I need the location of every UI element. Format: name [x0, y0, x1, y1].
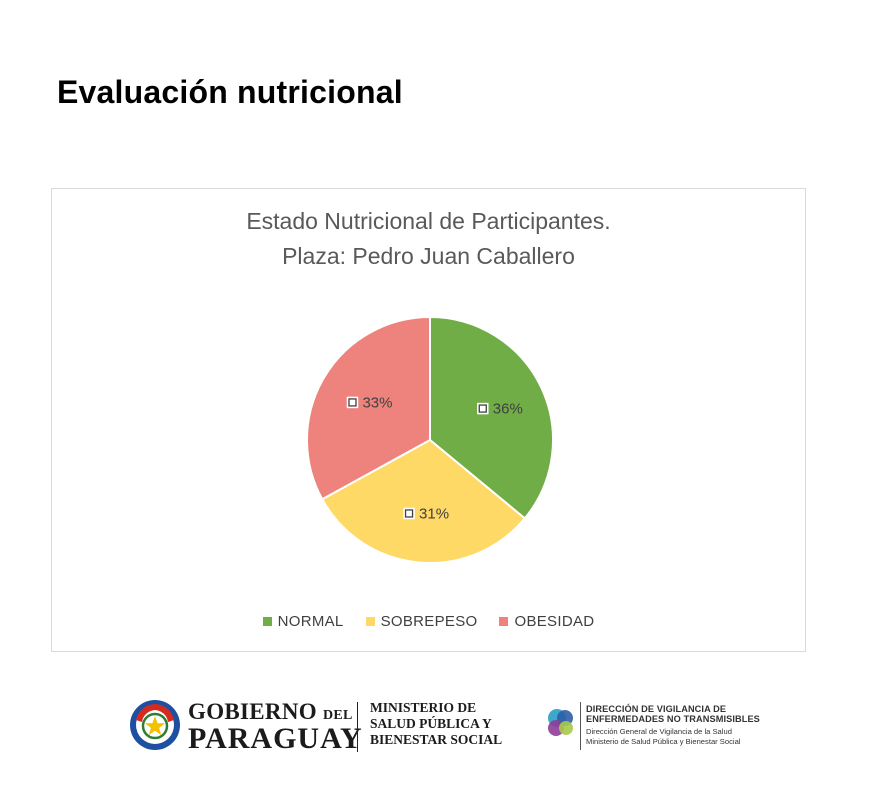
dvent-logo-icon: [548, 709, 573, 736]
gov-del: DEL: [323, 708, 353, 723]
dv-line-4: Ministerio de Salud Pública y Bienestar …: [586, 737, 741, 746]
pie-slice-sobrepeso: [320, 438, 527, 564]
pie-slice-normal: [429, 315, 554, 520]
data-label-marker-inner: [404, 509, 414, 518]
data-label-text-sobrepeso: 31%: [419, 505, 449, 522]
footer-divider: [357, 702, 358, 752]
legend-swatch-normal: [262, 617, 272, 626]
paraguay-seal-icon: [130, 700, 180, 750]
dv-line-3: Dirección General de Vigilancia de la Sa…: [586, 727, 732, 736]
gov-line-2: PARAGUAY: [188, 722, 363, 755]
ministry-line-2: SALUD PÚBLICA Y: [370, 716, 492, 731]
legend-label-obesidad: OBESIDAD: [514, 613, 595, 630]
ministry-line-3: BIENESTAR SOCIAL: [370, 732, 503, 747]
data-label-text-normal: 36%: [493, 401, 523, 418]
pie-slice-obesidad: [306, 315, 431, 501]
page-title: Evaluación nutricional: [57, 74, 403, 110]
government-name: GOBIERNO DEL PARAGUAY: [188, 700, 363, 754]
dv-line-2: ENFERMEDADES NO TRANSMISIBLES: [586, 714, 760, 724]
gov-line-1: GOBIERNO: [188, 699, 317, 724]
legend-item-obesidad: OBESIDAD: [499, 613, 594, 630]
data-label-marker-inner: [478, 404, 487, 413]
data-label-text-obesidad: 33%: [362, 394, 392, 411]
chart-title-line-1: Estado Nutricional de Participantes.: [246, 208, 611, 234]
chart-title-line-2: Plaza: Pedro Juan Caballero: [282, 243, 575, 269]
dv-divider: [580, 702, 581, 750]
dv-text: DIRECCIÓN DE VIGILANCIA DE ENFERMEDADES …: [586, 704, 760, 747]
ministry-line-1: MINISTERIO DE: [370, 700, 477, 715]
legend-label-normal: NORMAL: [277, 613, 344, 630]
pie-chart: 36% 31% 33%: [306, 315, 554, 564]
footer-logos: GOBIERNO DEL PARAGUAY MINISTERIO DE SALU…: [0, 690, 870, 760]
legend-item-normal: NORMAL: [262, 613, 344, 630]
data-label-sobrepeso: 31%: [403, 505, 449, 522]
legend-swatch-sobrepeso: [365, 617, 375, 626]
data-label-obesidad: 33%: [346, 394, 393, 411]
ministry-name: MINISTERIO DE SALUD PÚBLICA Y BIENESTAR …: [370, 700, 502, 748]
chart-container: Estado Nutricional de Participantes. Pla…: [51, 188, 806, 652]
dv-line-1: DIRECCIÓN DE VIGILANCIA DE: [586, 704, 727, 714]
chart-legend: NORMAL SOBREPESO OBESIDAD: [52, 613, 805, 630]
data-label-normal: 36%: [477, 401, 523, 418]
legend-item-sobrepeso: SOBREPESO: [365, 613, 478, 630]
legend-swatch-obesidad: [499, 617, 509, 626]
legend-label-sobrepeso: SOBREPESO: [380, 613, 478, 630]
data-label-marker-inner: [348, 398, 357, 407]
